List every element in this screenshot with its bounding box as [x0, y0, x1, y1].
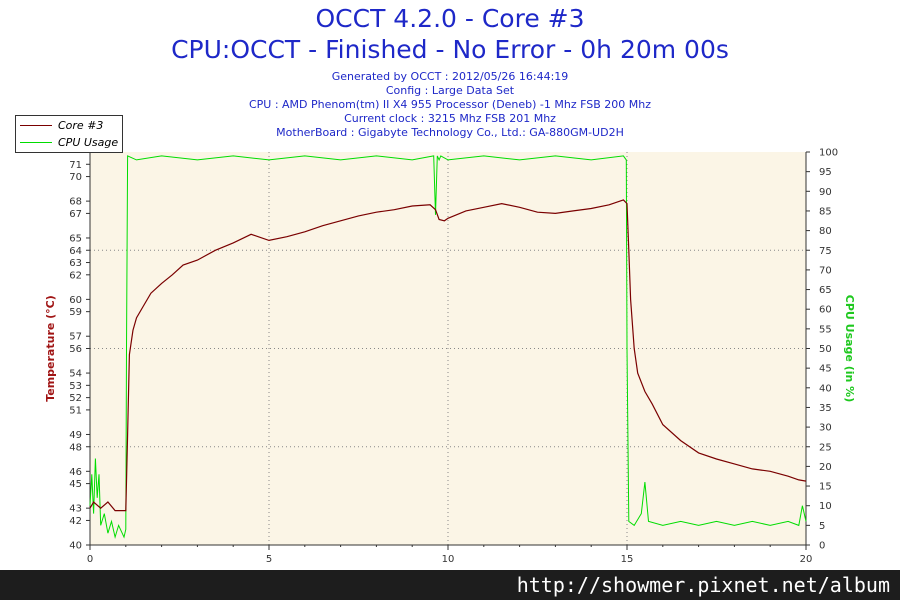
legend-label-core3: Core #3: [58, 118, 104, 132]
y-left-tick-label: 52: [69, 393, 82, 404]
y-left-tick-label: 51: [69, 405, 82, 416]
info-motherboard: MotherBoard : Gigabyte Technology Co., L…: [276, 126, 624, 139]
info-config: Config : Large Data Set: [385, 84, 515, 97]
y-right-tick-label: 20: [819, 462, 832, 473]
x-tick-label: 0: [87, 554, 93, 565]
y-left-tick-label: 56: [69, 344, 82, 355]
y-right-tick-label: 80: [819, 226, 832, 237]
y-right-tick-label: 5: [819, 521, 825, 532]
y-right-tick-label: 35: [819, 403, 832, 414]
y-right-tick-label: 85: [819, 206, 832, 217]
y-right-tick-label: 15: [819, 482, 832, 493]
y-right-tick-label: 40: [819, 383, 832, 394]
y-left-tick-label: 67: [69, 209, 82, 220]
y-left-tick-label: 49: [69, 430, 82, 441]
y-left-tick-label: 43: [69, 504, 82, 515]
y-left-axis-label: Temperature (°C): [44, 295, 57, 402]
y-left-tick-label: 63: [69, 258, 82, 269]
series-line-core3: [89, 199, 807, 512]
y-left-tick-label: 42: [69, 516, 82, 527]
y-left-tick-label: 46: [69, 467, 82, 478]
x-tick-label: 20: [800, 554, 813, 565]
y-left-tick-label: 60: [69, 295, 82, 306]
info-clock: Current clock : 3215 Mhz FSB 201 Mhz: [344, 112, 556, 125]
y-right-axis-label: CPU Usage (in %): [843, 295, 856, 402]
y-right-tick-label: 60: [819, 305, 832, 316]
legend-swatch-core3: [20, 124, 52, 126]
y-left-tick-label: 62: [69, 270, 82, 281]
info-cpu: CPU : AMD Phenom(tm) II X4 955 Processor…: [248, 98, 652, 111]
y-right-tick-label: 70: [819, 265, 832, 276]
watermark-text: http://showmer.pixnet.net/album: [516, 573, 890, 597]
legend: Core #3 CPU Usage: [15, 115, 123, 153]
y-left-tick-label: 68: [69, 197, 82, 208]
y-left-tick-label: 65: [69, 233, 82, 244]
y-right-tick-label: 50: [819, 344, 832, 355]
legend-item-core3: Core #3: [20, 118, 103, 132]
y-right-tick-label: 30: [819, 423, 832, 434]
y-right-tick-label: 10: [819, 501, 832, 512]
y-right-tick-label: 0: [819, 541, 825, 552]
y-right-tick-label: 90: [819, 187, 832, 198]
legend-swatch-cpu-usage: [20, 141, 52, 143]
y-left-tick-label: 57: [69, 332, 82, 343]
series-line-cpu-usage: [89, 155, 807, 540]
y-right-tick-label: 25: [819, 442, 832, 453]
legend-label-cpu-usage: CPU Usage: [58, 135, 119, 149]
x-tick-label: 10: [442, 554, 455, 565]
y-left-tick-label: 59: [69, 307, 82, 318]
y-left-tick-label: 71: [69, 160, 82, 171]
y-right-tick-label: 55: [819, 324, 832, 335]
chart-title: OCCT 4.2.0 - Core #3: [315, 4, 585, 33]
y-right-tick-label: 45: [819, 364, 832, 375]
y-left-tick-label: 40: [69, 541, 82, 552]
legend-item-cpu-usage: CPU Usage: [20, 135, 118, 149]
y-right-tick-label: 100: [819, 148, 838, 159]
y-left-tick-label: 70: [69, 172, 82, 183]
y-right-tick-label: 65: [819, 285, 832, 296]
y-left-tick-label: 45: [69, 479, 82, 490]
y-left-tick-label: 64: [69, 246, 82, 257]
info-generated: Generated by OCCT : 2012/05/26 16:44:19: [331, 70, 569, 83]
watermark-bar: http://showmer.pixnet.net/album: [0, 570, 900, 600]
y-right-tick-label: 75: [819, 246, 832, 257]
y-left-tick-label: 48: [69, 442, 82, 453]
y-right-tick-label: 95: [819, 167, 832, 178]
x-tick-label: 5: [266, 554, 272, 565]
y-left-tick-label: 54: [69, 369, 82, 380]
chart-subtitle: CPU:OCCT - Finished - No Error - 0h 20m …: [171, 35, 729, 64]
y-left-tick-label: 53: [69, 381, 82, 392]
x-tick-label: 15: [621, 554, 634, 565]
